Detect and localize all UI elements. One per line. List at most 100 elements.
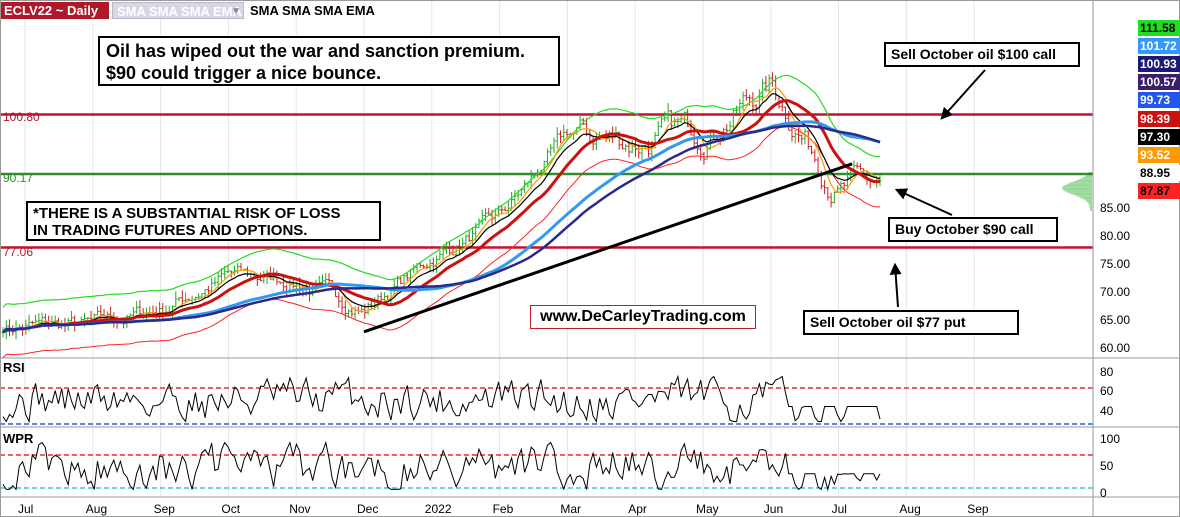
annotation-arrow — [889, 262, 902, 308]
price-label: 97.30 — [1138, 128, 1180, 145]
price-label: 100.57 — [1138, 74, 1180, 91]
price-label: 111.58 — [1138, 20, 1180, 36]
price-label: 100.93 — [1138, 56, 1180, 73]
wpr-pane — [0, 440, 1093, 492]
wpr-tick-50: 50 — [1100, 459, 1114, 473]
level-label-100-80: 100.80 — [3, 110, 40, 124]
lower-envelope-line — [2, 125, 881, 358]
annotation-arrows — [889, 69, 986, 308]
level-label-90-17: 90.17 — [3, 171, 34, 185]
volume-profile-bar — [1079, 196, 1092, 198]
upper-envelope-line — [2, 74, 881, 308]
volume-profile-bar — [1069, 192, 1092, 194]
x-axis-label: Apr — [628, 502, 647, 516]
volume-profile-bar — [1066, 183, 1092, 185]
x-axis-label: Oct — [221, 502, 241, 516]
x-axis-label: Jul — [831, 502, 847, 516]
x-axis-label: Jul — [18, 502, 34, 516]
volume-profile-bar — [1089, 207, 1092, 209]
volume-profile-bar — [1089, 208, 1092, 210]
wpr-label: WPR — [3, 431, 34, 446]
y-tick-70: 70.00 — [1100, 285, 1131, 299]
x-axis-label: Dec — [357, 502, 379, 516]
x-axis-label: May — [696, 502, 719, 516]
fast-sma-line — [2, 86, 881, 333]
volume-profile-bar — [1062, 186, 1092, 188]
rsi-tick-60: 60 — [1100, 384, 1114, 398]
volume-profile-bar — [1089, 209, 1092, 211]
wpr-tick-100: 100 — [1100, 432, 1121, 446]
volume-profile-bar — [1064, 190, 1092, 192]
price-label: 93.52 — [1138, 146, 1180, 163]
volume-profile-bar — [1089, 204, 1092, 206]
volume-profile-bar — [1079, 178, 1092, 180]
x-axis-label: Aug — [85, 502, 108, 516]
sell-call-note: Sell October oil $100 call — [884, 42, 1080, 67]
wpr-line — [2, 440, 881, 492]
level-label-77-06: 77.06 — [3, 245, 34, 259]
volume-profile-bar — [1082, 198, 1092, 200]
moving-averages — [1, 74, 881, 358]
main-commentary: Oil has wiped out the war and sanction p… — [98, 36, 560, 86]
horizontal-levels — [0, 113, 1093, 249]
volume-profile-bar — [1086, 200, 1092, 202]
y-tick-65: 65.00 — [1100, 313, 1131, 327]
x-axis-label: Sep — [153, 502, 175, 516]
volume-profile-bar — [1069, 182, 1092, 184]
rsi-tick-80: 80 — [1100, 365, 1114, 379]
sma-dark-blue-line — [2, 124, 881, 334]
x-axis-label: Nov — [289, 502, 311, 516]
y-tick-60: 60.00 — [1100, 341, 1131, 355]
volume-profile-bar — [1076, 179, 1092, 181]
volume-profile-bar — [1062, 187, 1092, 189]
indicator-dropdown-label: SMA SMA SMA EMA — [117, 4, 242, 19]
volume-profile-bar — [1062, 188, 1092, 191]
volume-profile-bar — [1089, 205, 1092, 207]
commentary-line-2: $90 could trigger a nice bounce. — [106, 63, 382, 83]
commentary-line-1: Oil has wiped out the war and sanction p… — [106, 41, 526, 61]
support-trendline — [363, 162, 853, 334]
annotation-arrow — [894, 188, 953, 216]
indicator-legend: SMA SMA SMA EMA — [250, 3, 375, 18]
chevron-down-icon[interactable]: ▼ — [231, 6, 241, 17]
volume-profile-bar — [1064, 185, 1092, 187]
x-axis-label: Aug — [899, 502, 921, 516]
price-label: 98.39 — [1138, 110, 1180, 127]
rsi-tick-40: 40 — [1100, 404, 1114, 418]
volume-profile-bar — [1087, 201, 1092, 204]
volume-profile-bar — [1073, 181, 1092, 183]
price-label: 99.73 — [1138, 92, 1180, 109]
volume-profile-bar — [1082, 177, 1092, 179]
volume-profile-bar — [1088, 172, 1092, 174]
y-tick-85: 85.00 — [1100, 201, 1131, 215]
x-axis-label: Mar — [560, 502, 582, 516]
volume-profile-bar — [1084, 175, 1092, 178]
sell-put-note: Sell October oil $77 put — [803, 310, 1019, 335]
volume-profile-bar — [1084, 199, 1092, 201]
x-axis-label: Sep — [967, 502, 989, 516]
volume-profile-bar — [1088, 203, 1092, 205]
rsi-line — [2, 374, 881, 424]
volume-profile-bar — [1066, 191, 1092, 193]
volume-profile-bar — [1076, 195, 1092, 197]
website-link[interactable]: www.DeCarleyTrading.com — [530, 305, 756, 329]
risk-line-2: IN TRADING FUTURES AND OPTIONS. — [33, 222, 308, 239]
volume-profile-bar — [1073, 194, 1092, 196]
symbol-title[interactable]: ECLV22 ~ Daily — [1, 2, 109, 19]
volume-profile — [1062, 172, 1092, 211]
wpr-tick-0: 0 — [1100, 486, 1107, 500]
x-axis-label: Feb — [492, 502, 514, 516]
trendline — [363, 162, 853, 334]
risk-line-1: *THERE IS A SUBSTANTIAL RISK OF LOSS — [33, 205, 341, 222]
rsi-pane — [0, 374, 1093, 425]
price-label: 88.95 — [1138, 164, 1180, 181]
buy-call-note: Buy October $90 call — [888, 217, 1058, 242]
rsi-label: RSI — [3, 360, 25, 375]
indicator-dropdown[interactable]: SMA SMA SMA EMA ▼ — [112, 2, 244, 19]
x-axis-label: Jun — [763, 502, 784, 516]
risk-disclaimer: *THERE IS A SUBSTANTIAL RISK OF LOSS IN … — [26, 201, 381, 241]
price-label: 87.87 — [1138, 182, 1180, 199]
annotation-arrow — [940, 69, 986, 120]
x-axis-label: 2022 — [424, 502, 452, 516]
